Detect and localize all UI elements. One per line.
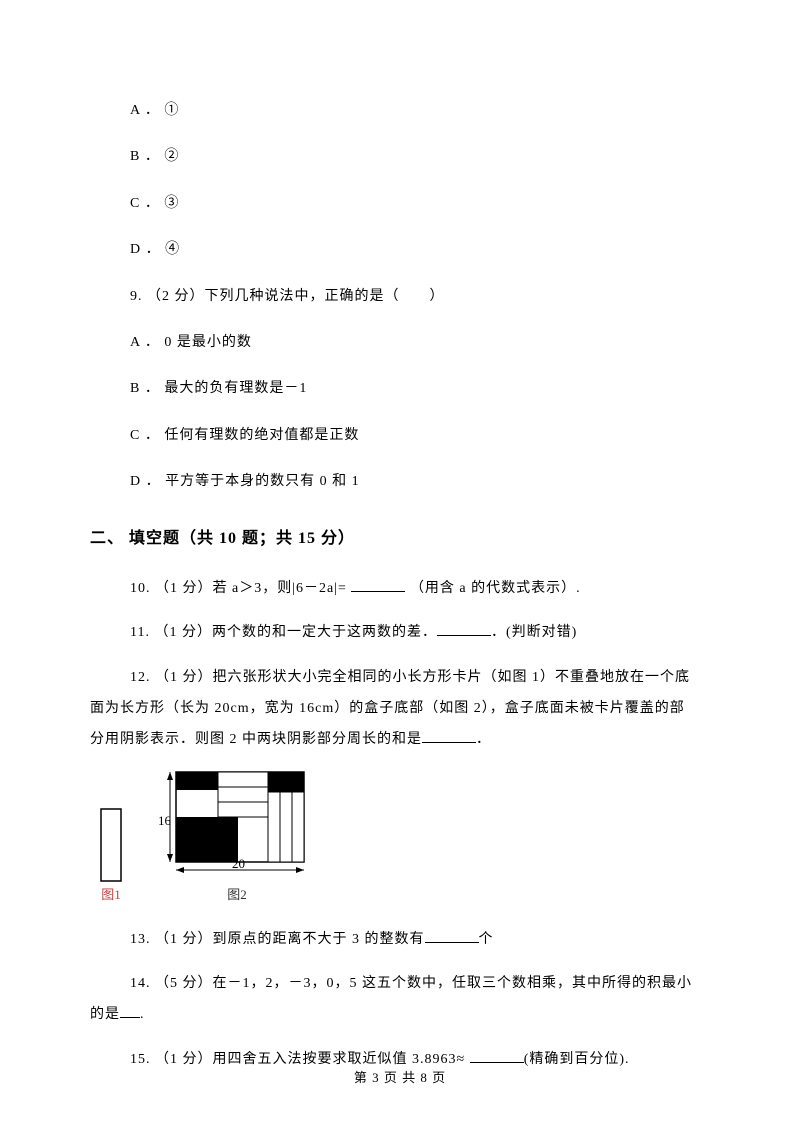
- q9-option-b: B ． 最大的负有理数是－1: [90, 378, 710, 400]
- dim-w: 20: [232, 856, 245, 871]
- prev-option-b: B ． ②: [90, 146, 710, 168]
- q9-option-c: C ． 任何有理数的绝对值都是正数: [90, 425, 710, 447]
- q11-blank[interactable]: [437, 622, 491, 636]
- q9-option-a: A ． 0 是最小的数: [90, 332, 710, 354]
- q13: 13. （1 分）到原点的距离不大于 3 的整数有 个: [90, 925, 710, 956]
- diagram-group: 图1 16: [90, 770, 710, 903]
- prev-option-c: C ． ③: [90, 193, 710, 215]
- figure-1: 图1: [100, 808, 122, 903]
- q14-blank[interactable]: [120, 1004, 140, 1018]
- q12-line3-pre: 分用阴影表示．则图 2 中两块阴影部分周长的和是: [90, 732, 422, 747]
- dim-h: 16: [158, 813, 172, 828]
- q12-line2: 面为长方形（长为 20cm，宽为 16cm）的盒子底部（如图 2），盒子底面未被…: [90, 694, 710, 725]
- figure-1-label: 图1: [101, 884, 121, 903]
- page-footer: 第 3 页 共 8 页: [0, 1067, 800, 1086]
- figure-1-svg: [100, 808, 122, 882]
- prev-option-a: A ． ①: [90, 100, 710, 122]
- q13-pre: 13. （1 分）到原点的距离不大于 3 的整数有: [130, 932, 425, 947]
- q14: 14. （5 分）在－1，2，－3，0，5 这五个数中，任取三个数相乘，其中所得…: [90, 969, 710, 1031]
- q12-blank[interactable]: [422, 729, 476, 743]
- figure-2: 16: [152, 770, 322, 903]
- q14-line2: 的是.: [90, 1000, 710, 1031]
- q9-option-d: D ． 平方等于本身的数只有 0 和 1: [90, 471, 710, 493]
- q12: 12. （1 分）把六张形状大小完全相同的小长方形卡片（如图 1）不重叠地放在一…: [90, 663, 710, 755]
- q11: 11. （1 分）两个数的和一定大于这两数的差． ．(判断对错): [90, 618, 710, 649]
- q10-blank[interactable]: [351, 578, 405, 592]
- q15-post: (精确到百分位).: [524, 1052, 630, 1067]
- q14-line2-pre: 的是: [90, 1007, 120, 1022]
- q10-pre: 10. （1 分）若 a＞3，则|6－2a|=: [130, 581, 351, 596]
- q14-line2-post: .: [140, 1007, 145, 1022]
- q10: 10. （1 分）若 a＞3，则|6－2a|= （用含 a 的代数式表示）.: [90, 574, 710, 605]
- prev-option-d: D ． ④: [90, 239, 710, 261]
- q11-post: ．(判断对错): [491, 625, 577, 640]
- q12-line3: 分用阴影表示．则图 2 中两块阴影部分周长的和是 ．: [90, 725, 710, 756]
- q13-post: 个: [479, 932, 494, 947]
- figure-2-svg: 16: [152, 770, 322, 882]
- exam-page: A ． ① B ． ② C ． ③ D ． ④ 9. （2 分）下列几种说法中，…: [0, 0, 800, 1116]
- q15-pre: 15. （1 分）用四舍五入法按要求取近似值 3.8963≈: [130, 1052, 470, 1067]
- q10-post: （用含 a 的代数式表示）.: [410, 581, 581, 596]
- q14-line1: 14. （5 分）在－1，2，－3，0，5 这五个数中，任取三个数相乘，其中所得…: [90, 969, 710, 1000]
- q13-blank[interactable]: [425, 929, 479, 943]
- figure-2-label: 图2: [227, 884, 247, 903]
- q15-blank[interactable]: [470, 1049, 524, 1063]
- section-2-heading: 二、 填空题（共 10 题；共 15 分）: [90, 524, 710, 548]
- q11-pre: 11. （1 分）两个数的和一定大于这两数的差．: [130, 625, 437, 640]
- q12-line3-post: ．: [476, 732, 491, 747]
- q9-stem: 9. （2 分）下列几种说法中，正确的是（ ）: [90, 286, 710, 308]
- q12-line1: 12. （1 分）把六张形状大小完全相同的小长方形卡片（如图 1）不重叠地放在一…: [90, 663, 710, 694]
